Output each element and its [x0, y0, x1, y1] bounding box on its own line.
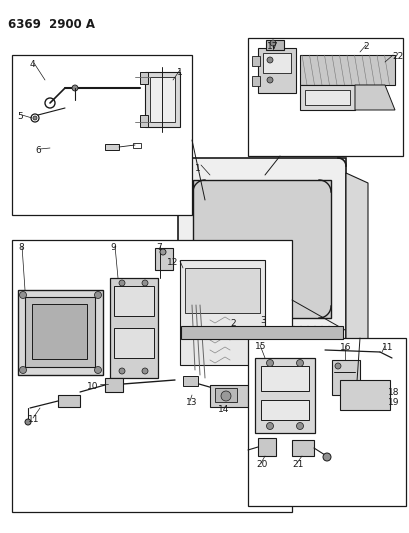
- Bar: [145, 72, 180, 127]
- Text: 2: 2: [362, 42, 368, 51]
- Bar: [12, 55, 191, 215]
- Text: 15: 15: [254, 342, 266, 351]
- Text: 10: 10: [86, 382, 98, 391]
- Bar: [18, 290, 103, 375]
- Circle shape: [94, 292, 101, 298]
- Bar: [261, 400, 308, 420]
- Bar: [139, 115, 148, 127]
- Text: 22: 22: [391, 52, 402, 61]
- Text: 1: 1: [195, 164, 200, 173]
- Bar: [178, 158, 345, 396]
- Text: 21: 21: [291, 460, 303, 469]
- Bar: [105, 144, 119, 150]
- Circle shape: [296, 359, 303, 367]
- Text: 13: 13: [186, 398, 197, 407]
- Circle shape: [266, 423, 273, 430]
- Bar: [133, 143, 141, 148]
- Text: 8: 8: [18, 243, 24, 252]
- Bar: [25, 297, 95, 367]
- Bar: [247, 38, 402, 156]
- Text: 6: 6: [35, 146, 40, 155]
- Text: 3: 3: [259, 316, 265, 325]
- Text: 19: 19: [387, 398, 398, 407]
- Circle shape: [20, 292, 27, 298]
- Ellipse shape: [65, 141, 95, 156]
- Polygon shape: [354, 85, 394, 110]
- Circle shape: [270, 40, 275, 46]
- Bar: [58, 395, 80, 407]
- Bar: [291, 440, 313, 456]
- Bar: [339, 380, 389, 410]
- Circle shape: [119, 280, 125, 286]
- Bar: [265, 40, 283, 50]
- Circle shape: [142, 280, 148, 286]
- Text: 14: 14: [218, 405, 229, 414]
- Text: 7: 7: [155, 243, 162, 252]
- Text: 11: 11: [28, 415, 39, 424]
- Bar: [247, 338, 405, 506]
- Bar: [257, 48, 295, 93]
- Circle shape: [220, 391, 230, 401]
- Circle shape: [142, 368, 148, 374]
- Text: 6369  2900 A: 6369 2900 A: [8, 18, 95, 31]
- Bar: [252, 76, 259, 86]
- Bar: [261, 366, 308, 391]
- Bar: [182, 376, 198, 386]
- Circle shape: [119, 368, 125, 374]
- Bar: [150, 77, 175, 122]
- Bar: [193, 180, 330, 318]
- Circle shape: [266, 57, 272, 63]
- Circle shape: [160, 249, 166, 255]
- Bar: [254, 358, 314, 433]
- Text: 4: 4: [30, 60, 36, 69]
- Bar: [32, 304, 87, 359]
- Circle shape: [94, 367, 101, 374]
- Text: 17: 17: [266, 42, 278, 51]
- Bar: [155, 248, 173, 270]
- Text: 11: 11: [381, 343, 393, 352]
- Circle shape: [266, 77, 272, 83]
- Text: 5: 5: [17, 112, 22, 121]
- Bar: [304, 90, 349, 105]
- Bar: [114, 286, 154, 316]
- Bar: [110, 278, 157, 378]
- Circle shape: [33, 116, 37, 120]
- Bar: [299, 85, 354, 110]
- Text: 16: 16: [339, 343, 351, 352]
- Bar: [331, 360, 359, 395]
- Circle shape: [20, 367, 27, 374]
- Polygon shape: [188, 391, 367, 406]
- Bar: [257, 438, 275, 456]
- Bar: [209, 385, 254, 407]
- Bar: [114, 328, 154, 358]
- Bar: [252, 56, 259, 66]
- Text: 9: 9: [110, 243, 115, 252]
- Text: 18: 18: [387, 388, 398, 397]
- Text: 2: 2: [229, 319, 235, 328]
- Circle shape: [72, 85, 78, 91]
- Circle shape: [334, 363, 340, 369]
- Circle shape: [322, 453, 330, 461]
- Text: 12: 12: [166, 258, 178, 267]
- Bar: [299, 55, 394, 85]
- Polygon shape: [345, 173, 367, 406]
- Bar: [262, 53, 290, 73]
- Bar: [12, 240, 291, 512]
- Circle shape: [296, 423, 303, 430]
- Bar: [139, 72, 148, 84]
- Text: 1: 1: [177, 68, 182, 77]
- Bar: [180, 326, 342, 339]
- Bar: [180, 260, 264, 365]
- Bar: [184, 268, 259, 313]
- Bar: [105, 378, 123, 392]
- Bar: [214, 388, 236, 402]
- Text: 20: 20: [255, 460, 267, 469]
- Circle shape: [266, 359, 273, 367]
- Circle shape: [25, 419, 31, 425]
